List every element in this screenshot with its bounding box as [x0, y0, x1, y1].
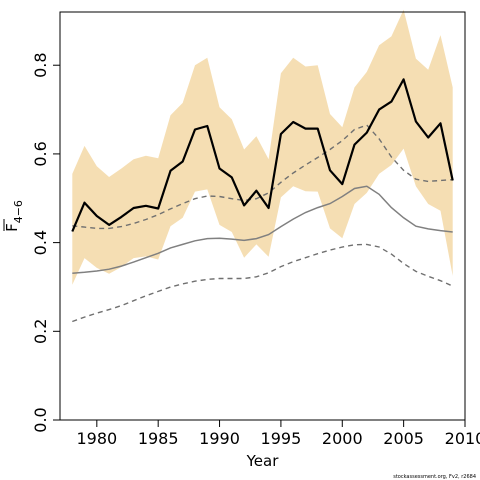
y-tick-label: 0.2	[31, 319, 50, 344]
y-axis-title-main: F	[3, 223, 21, 232]
y-tick-label: 0.0	[31, 407, 50, 432]
x-axis-title: Year	[246, 452, 280, 470]
x-tick-label: 1995	[261, 429, 302, 448]
svg-text:F4−6: F4−6	[3, 200, 25, 232]
y-tick-label: 0.6	[31, 141, 50, 166]
x-tick-label: 2000	[322, 429, 363, 448]
y-tick-label: 0.4	[31, 230, 50, 255]
x-tick-label: 1980	[76, 429, 117, 448]
y-tick-label: 0.8	[31, 52, 50, 77]
x-tick-label: 1985	[138, 429, 179, 448]
credit-note: stockassessment.org, Fv2, r2684	[393, 474, 476, 480]
plot-layer	[71, 9, 454, 323]
plot-frame	[59, 11, 466, 421]
y-axis-title: F4−6	[3, 200, 25, 232]
y-axis-title-subscript: 4−6	[12, 200, 25, 223]
reference-upper-line	[72, 124, 453, 230]
y-axis: 0.0 0.2 0.4 0.6 0.8	[31, 52, 60, 433]
estimate-line	[71, 78, 454, 232]
x-tick-label: 1990	[199, 429, 240, 448]
x-tick-label: 2005	[383, 429, 424, 448]
reference-lower-line	[72, 243, 453, 323]
reference-line	[72, 185, 453, 274]
confidence-band	[72, 9, 453, 285]
